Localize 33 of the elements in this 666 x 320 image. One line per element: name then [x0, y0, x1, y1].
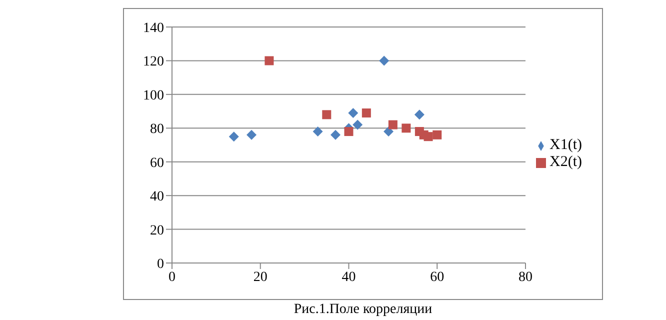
point	[344, 127, 354, 136]
text: Рис.1.Поле корреляции	[292, 302, 434, 318]
point	[322, 110, 332, 120]
y-tick-label: 140	[143, 20, 164, 36]
y-tick-label: 60	[150, 156, 164, 171]
y-tick-label: 20	[150, 223, 164, 238]
legend-label: X2(t)	[550, 154, 582, 170]
point	[362, 108, 371, 118]
point	[424, 132, 433, 142]
legend-label: X1(t)	[550, 137, 582, 153]
point	[264, 56, 274, 66]
point	[379, 56, 390, 66]
y-tick-label: 0	[157, 256, 164, 272]
x-tick-label: 20	[253, 270, 268, 285]
point	[414, 110, 424, 120]
x-tick-label: 40	[342, 270, 356, 285]
point	[388, 120, 398, 130]
point	[312, 126, 323, 137]
point	[352, 120, 363, 130]
point	[228, 132, 239, 142]
y-tick-label: 80	[150, 122, 164, 138]
y-tick-label: 120	[143, 54, 164, 70]
point	[246, 130, 257, 140]
point	[348, 108, 358, 118]
x-tick-label: 80	[518, 270, 532, 285]
x-tick-label: 60	[430, 270, 444, 285]
point	[432, 130, 442, 140]
point	[330, 130, 340, 140]
x-tick-label: 0	[168, 270, 176, 285]
point	[402, 124, 411, 133]
y-tick-label: 100	[143, 88, 164, 104]
y-tick-label: 40	[150, 190, 164, 205]
point	[384, 126, 394, 137]
